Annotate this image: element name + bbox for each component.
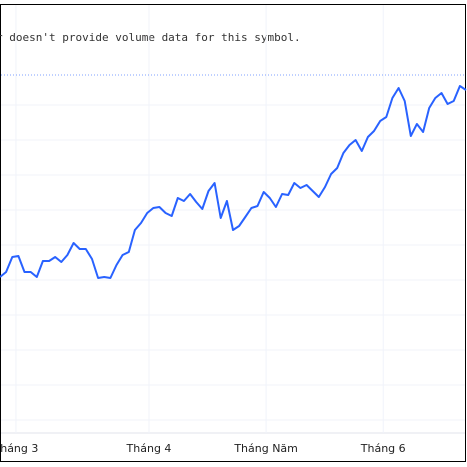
x-tick-label: Tháng Năm bbox=[233, 442, 298, 455]
x-tick-label: Tháng 3 bbox=[0, 442, 38, 455]
price-line-series bbox=[0, 85, 467, 279]
x-tick-label: Tháng 6 bbox=[360, 442, 406, 455]
x-tick-label: Tháng 4 bbox=[126, 442, 172, 455]
volume-notice: r doesn't provide volume data for this s… bbox=[0, 31, 301, 44]
chart-frame bbox=[0, 4, 466, 462]
horizontal-grid bbox=[1, 104, 465, 421]
